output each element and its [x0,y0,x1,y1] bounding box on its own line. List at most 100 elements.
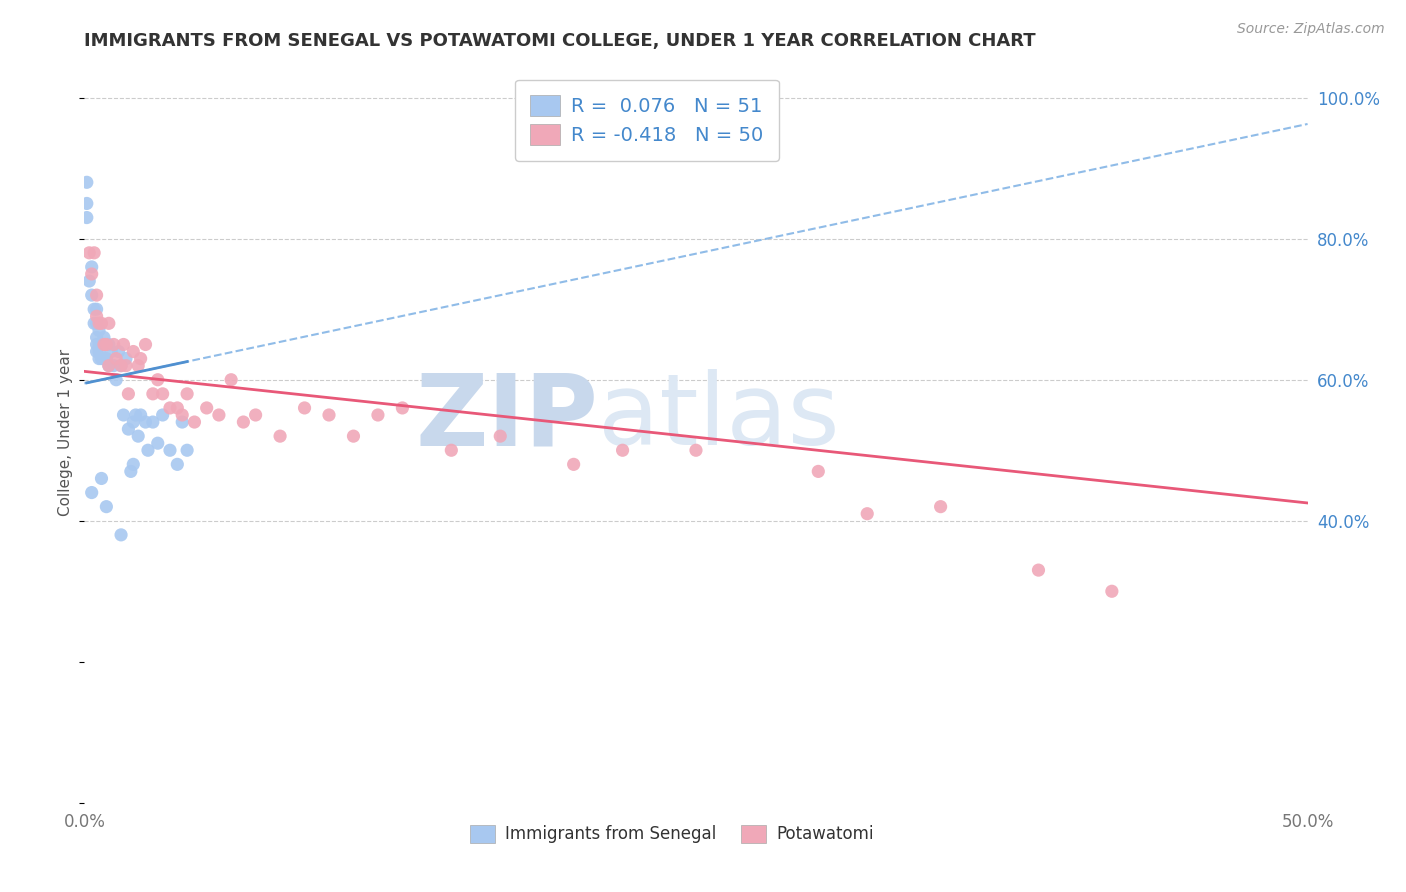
Point [87,316,110,330]
Point [110,359,132,373]
Point [77,274,100,288]
Point [146,436,169,450]
Point [807,464,830,478]
Point [122,344,145,359]
Point [159,443,181,458]
Point [115,351,138,366]
Point [83,302,105,317]
Point [245,408,267,422]
Point [125,408,148,422]
Point [76,175,98,189]
Point [176,443,198,458]
Point [172,408,194,422]
Point [166,458,188,472]
Point [87,337,110,351]
Point [489,429,512,443]
Point [112,408,135,422]
Point [90,316,112,330]
Point [86,330,108,344]
Point [80,485,103,500]
Point [107,344,129,359]
Point [342,429,364,443]
Point [391,401,413,415]
Point [142,415,165,429]
Point [97,337,120,351]
Y-axis label: College, Under 1 year: College, Under 1 year [58,349,73,516]
Point [294,401,316,415]
Point [183,415,205,429]
Point [232,415,254,429]
Point [115,359,138,373]
Point [103,337,125,351]
Point [112,337,135,351]
Point [97,316,120,330]
Point [76,211,98,225]
Point [87,351,110,366]
Point [159,401,181,415]
Point [129,351,152,366]
Point [90,471,112,485]
Point [1028,563,1050,577]
Point [269,429,291,443]
Point [367,408,389,422]
Point [96,351,118,366]
Point [110,528,132,542]
Point [97,359,120,373]
Point [117,387,139,401]
Point [136,443,159,458]
Point [440,443,463,458]
Point [195,401,218,415]
Point [96,337,118,351]
Point [83,245,105,260]
Point [76,196,98,211]
Point [127,429,149,443]
Point [90,337,112,351]
Point [172,415,194,429]
Point [77,245,100,260]
Point [93,337,115,351]
Point [86,310,108,324]
Point [80,267,103,281]
Point [562,458,585,472]
Point [117,422,139,436]
Point [856,507,879,521]
Point [152,408,174,422]
Point [166,401,188,415]
Point [105,373,128,387]
Point [318,408,340,422]
Point [93,351,115,366]
Point [80,260,103,274]
Point [86,288,108,302]
Text: IMMIGRANTS FROM SENEGAL VS POTAWATOMI COLLEGE, UNDER 1 YEAR CORRELATION CHART: IMMIGRANTS FROM SENEGAL VS POTAWATOMI CO… [84,32,1036,50]
Point [87,323,110,337]
Point [105,351,128,366]
Point [135,415,157,429]
Point [122,458,145,472]
Point [90,351,112,366]
Point [1101,584,1123,599]
Point [929,500,952,514]
Point [612,443,634,458]
Point [685,443,707,458]
Point [83,316,105,330]
Text: ZIP: ZIP [415,369,598,467]
Point [96,500,118,514]
Point [86,302,108,317]
Point [93,330,115,344]
Point [135,337,157,351]
Point [87,344,110,359]
Point [129,408,152,422]
Point [86,344,108,359]
Point [86,337,108,351]
Point [127,359,149,373]
Point [208,408,231,422]
Point [120,464,142,478]
Legend: Immigrants from Senegal, Potawatomi: Immigrants from Senegal, Potawatomi [463,818,880,850]
Point [110,359,132,373]
Point [86,316,108,330]
Point [100,344,122,359]
Point [219,373,242,387]
Point [122,415,145,429]
Point [80,288,103,302]
Point [152,387,174,401]
